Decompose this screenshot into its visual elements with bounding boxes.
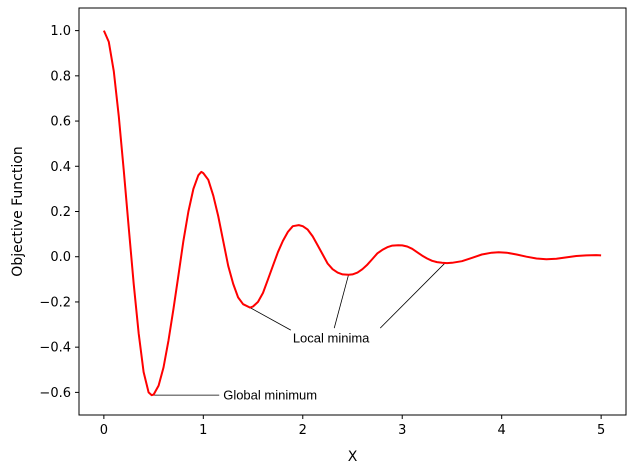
local-minimum-pointer (379, 262, 446, 329)
local-minimum-pointer (333, 274, 349, 329)
x-tick-label: 1 (199, 423, 207, 438)
y-tick-label: 1.0 (50, 24, 71, 39)
x-tick-label: 3 (398, 423, 406, 438)
y-tick-label: 0.0 (50, 250, 71, 265)
global-minimum-label: Global minimum (223, 388, 317, 403)
x-tick-label: 0 (100, 423, 108, 438)
ticks-layer: 0 1 2 3 4 5 −0.6 −0.4 −0.2 0.0 0.2 0.4 0.6 0.8 1.0 (39, 24, 605, 438)
x-tick-label: 5 (597, 423, 605, 438)
x-tick-label: 2 (299, 423, 307, 438)
y-tick-label: 0.4 (50, 160, 71, 175)
local-minimum-pointer (249, 307, 292, 331)
y-tick-label: 0.6 (50, 115, 71, 130)
local-minima-label: Local minima (293, 331, 370, 346)
x-tick-label: 4 (498, 423, 506, 438)
x-axis-label: X (348, 449, 358, 465)
y-axis-label: Objective Function (10, 146, 26, 276)
plot-frame (78, 7, 627, 416)
y-tick-label: −0.6 (39, 386, 71, 401)
y-tick-label: 0.2 (50, 205, 71, 220)
series-line (102, 30, 602, 397)
y-tick-label: −0.4 (39, 341, 71, 356)
y-tick-label: 0.8 (50, 69, 71, 84)
annotations-layer: Global minimum Local minima (151, 262, 446, 403)
y-tick-label: −0.2 (39, 295, 71, 310)
